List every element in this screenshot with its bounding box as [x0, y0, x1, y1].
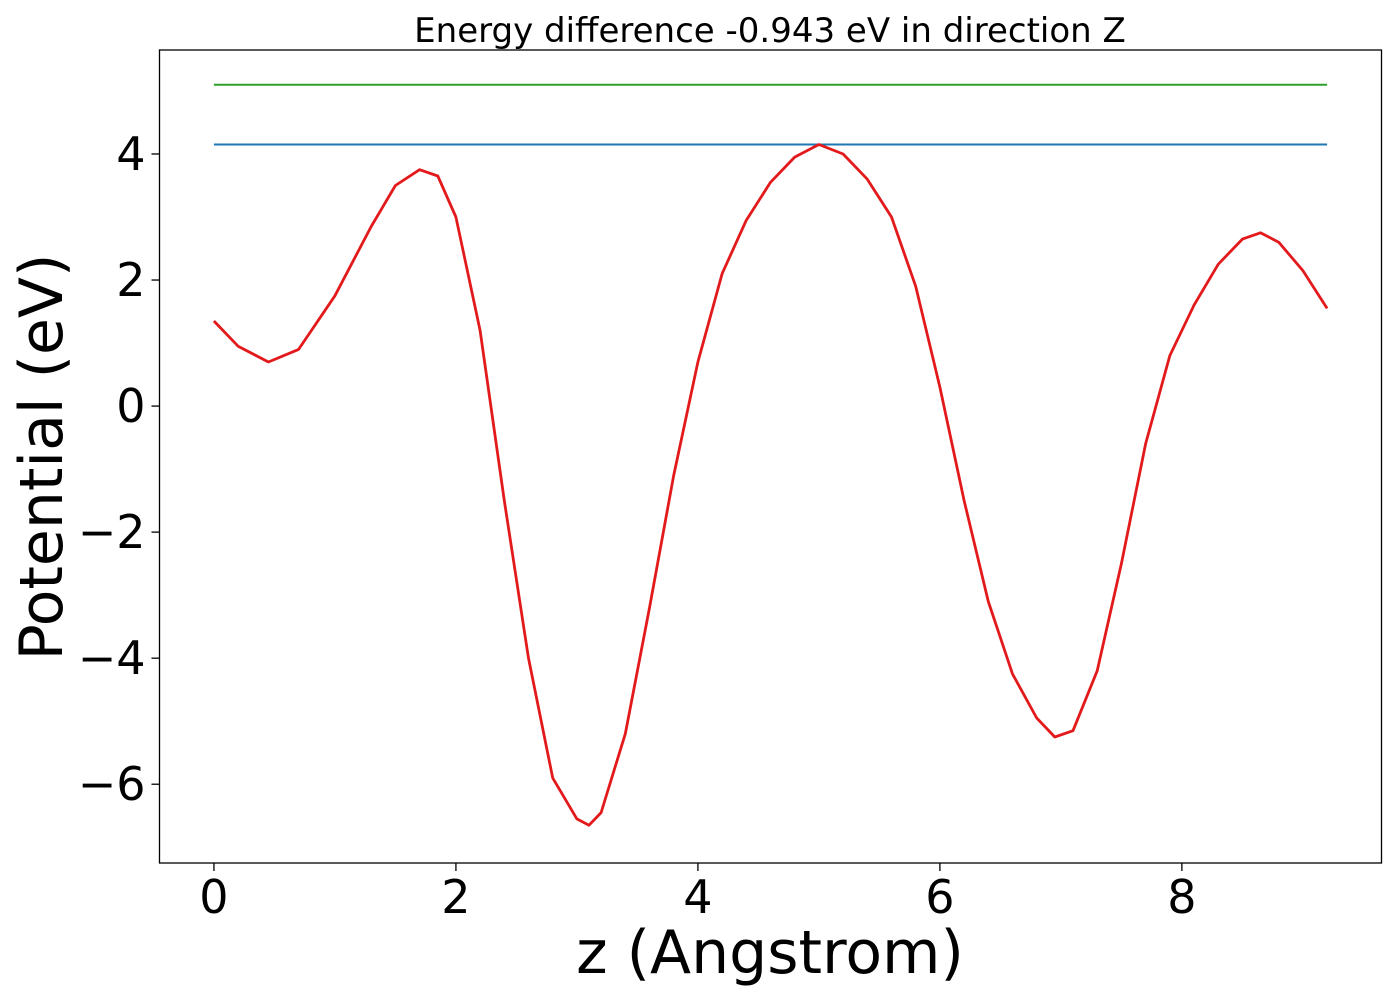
x-tick-label: 4 [683, 870, 712, 924]
y-tick-label: −6 [78, 757, 146, 811]
y-tick-label: 2 [116, 253, 145, 307]
x-axis-ticks: 0 2 4 6 8 [199, 863, 1197, 924]
x-axis-label: z (Angstrom) [576, 918, 964, 988]
x-tick-label: 0 [199, 870, 228, 924]
plot-area-frame [158, 49, 1383, 864]
y-tick-label: −4 [78, 631, 146, 685]
x-tick-label: 8 [1167, 870, 1196, 924]
series-line-2 [212, 143, 1329, 827]
y-tick-label: 0 [116, 379, 145, 433]
y-axis-label: Potential (eV) [7, 254, 77, 661]
chart-title: Energy difference -0.943 eV in direction… [414, 11, 1126, 51]
x-tick-label: 6 [925, 870, 954, 924]
y-tick-label: −2 [78, 505, 146, 559]
x-tick-label: 2 [441, 870, 470, 924]
series-layer [212, 83, 1329, 827]
y-tick-label: 4 [116, 127, 145, 181]
y-axis-ticks: −6 −4 −2 0 2 4 [78, 127, 160, 811]
